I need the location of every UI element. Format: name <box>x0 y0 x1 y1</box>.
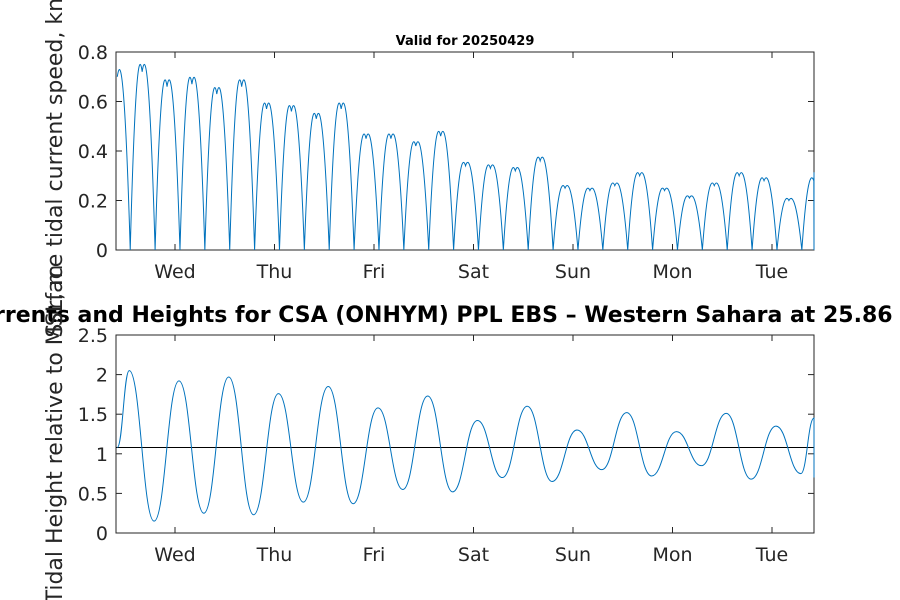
y-tick-label: 2.5 <box>78 325 108 347</box>
main-title: Tidal Currents and Heights for CSA (ONHY… <box>0 303 900 328</box>
x-tick-label: Wed <box>154 544 195 566</box>
x-tick-label: Thu <box>256 544 293 566</box>
y-tick-label: 0.4 <box>78 141 108 163</box>
x-tick-label: Fri <box>363 261 386 283</box>
y-tick-label: 1 <box>96 444 108 466</box>
tidal-height-series-line <box>116 370 815 522</box>
x-tick-label: Wed <box>154 261 195 283</box>
y-tick-label: 0.8 <box>78 42 108 64</box>
y-tick-label: 0 <box>96 523 108 545</box>
x-tick-label: Fri <box>363 544 386 566</box>
current-y-axis-label: Surface tidal current speed, knots <box>43 0 68 338</box>
y-tick-label: 2 <box>96 365 108 387</box>
y-tick-label: 0.5 <box>78 483 108 505</box>
tidal-height-chart: 0 0.5 1 1.5 2 2.5 Wed Thu Fri Sat Sun Mon Tue Tidal… <box>43 265 815 600</box>
y-tick-label: 0 <box>96 240 108 262</box>
x-tick-label: Thu <box>256 261 293 283</box>
x-tick-label: Tue <box>755 544 788 566</box>
current-axes-box <box>115 51 815 251</box>
x-tick-label: Mon <box>652 261 692 283</box>
height-y-axis-label: Tidal Height relative to MSL, m <box>43 265 68 600</box>
x-tick-label: Tue <box>755 261 788 283</box>
height-axes-box <box>115 334 815 534</box>
x-tick-label: Sun <box>555 544 591 566</box>
y-tick-label: 0.2 <box>78 191 108 213</box>
x-tick-label: Sat <box>458 261 489 283</box>
x-tick-label: Sun <box>555 261 591 283</box>
x-tick-label: Mon <box>652 544 692 566</box>
x-tick-label: Sat <box>458 544 489 566</box>
current-speed-chart: Valid for 20250429 0 0.2 0.4 0.6 0.8 Wed Thu F… <box>43 0 815 338</box>
y-tick-label: 0.6 <box>78 92 108 114</box>
current-chart-title: Valid for 20250429 <box>396 34 535 49</box>
y-tick-label: 1.5 <box>78 404 108 426</box>
current-speed-series-line <box>116 63 815 251</box>
